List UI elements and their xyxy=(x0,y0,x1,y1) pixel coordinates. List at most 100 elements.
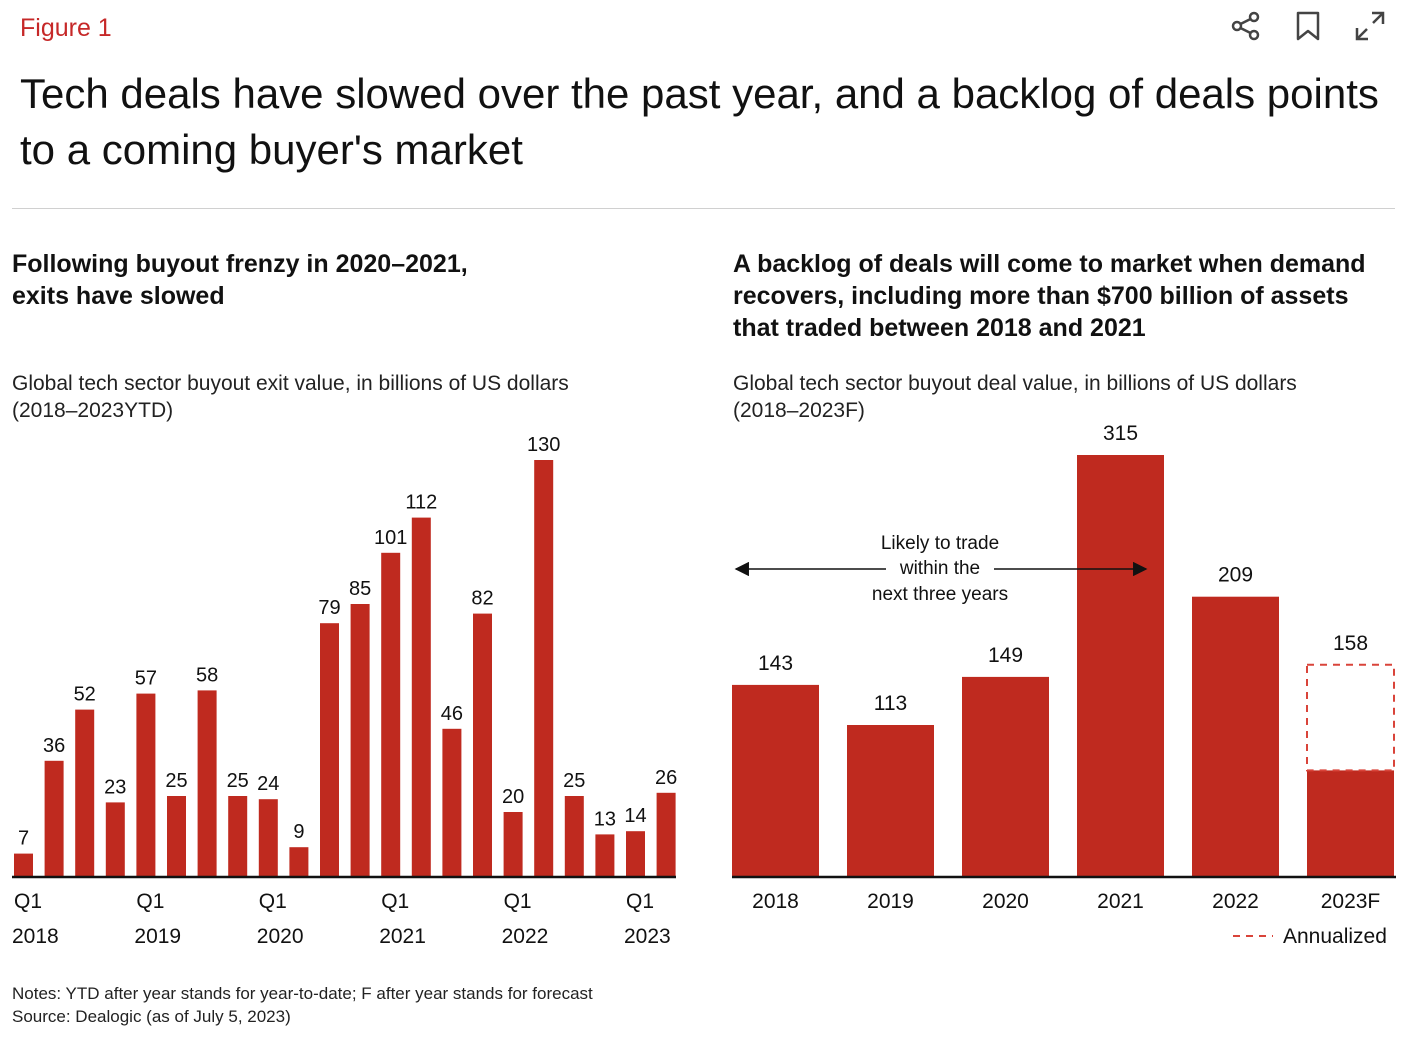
right-chart-subtitle-line2: (2018–2023F) xyxy=(733,399,865,422)
figure-title: Tech deals have slowed over the past yea… xyxy=(20,70,1379,173)
deal-bar-label: 149 xyxy=(988,644,1023,667)
exit-bar-q2-2019 xyxy=(167,796,186,876)
expand-icon xyxy=(1355,11,1385,41)
exit-bar-q2-2018 xyxy=(44,760,64,876)
left-tick-year: 2019 xyxy=(134,925,181,948)
right-chart-title-line3: that traded between 2018 and 2021 xyxy=(733,314,1146,342)
exit-bar-label: 101 xyxy=(374,527,407,549)
exit-bar-q3-2019 xyxy=(197,690,217,876)
divider xyxy=(12,208,1395,209)
share-button[interactable] xyxy=(1228,8,1264,44)
exit-bar-label: 57 xyxy=(135,668,157,690)
left-tick-year: 2021 xyxy=(379,925,426,948)
share-icon xyxy=(1231,11,1260,41)
right-chart-title-line1: A backlog of deals will come to market w… xyxy=(733,250,1366,278)
notes: Notes: YTD after year stands for year-to… xyxy=(12,982,593,1028)
right-tick-label: 2021 xyxy=(1097,890,1144,913)
right-tick-label: 2018 xyxy=(752,890,799,913)
exit-bar-label: 36 xyxy=(43,735,65,757)
right-chart-subtitle-line1: Global tech sector buyout deal value, in… xyxy=(733,372,1297,395)
notes-line: Notes: YTD after year stands for year-to… xyxy=(12,984,593,1003)
exit-bar-q2-2022 xyxy=(534,460,554,876)
exit-bar-q2-2020 xyxy=(289,847,309,876)
exit-bar-label: 23 xyxy=(104,776,126,798)
exit-bar-label: 13 xyxy=(594,808,616,830)
left-chart-subtitle-line1: Global tech sector buyout exit value, in… xyxy=(12,372,569,395)
left-tick-quarter: Q1 xyxy=(14,890,42,913)
right-chart: 143 2018 113 2019 149 2020 315 2021 209 2022 158 20… xyxy=(732,422,1396,948)
exit-bar-q2-2023 xyxy=(656,792,676,876)
exit-bar-q3-2020 xyxy=(320,623,339,876)
left-tick-year: 2018 xyxy=(12,925,59,948)
left-chart-subtitle: Global tech sector buyout exit value, in… xyxy=(12,370,569,424)
deal-bar-2022 xyxy=(1192,596,1279,876)
left-tick-quarter: Q1 xyxy=(136,890,164,913)
exit-bar-q1-2022 xyxy=(503,812,523,876)
exit-bar-q1-2020 xyxy=(258,799,278,876)
right-chart-subtitle: Global tech sector buyout deal value, in… xyxy=(733,370,1297,424)
left-chart-title-line2: exits have slowed xyxy=(12,282,225,310)
deal-bar-2021 xyxy=(1077,455,1164,876)
exit-bar-q1-2023 xyxy=(626,831,645,876)
exit-bar-label: 20 xyxy=(502,786,524,808)
left-chart-subtitle-line2: (2018–2023YTD) xyxy=(12,399,174,422)
left-chart-title: Following buyout frenzy in 2020–2021, ex… xyxy=(12,248,468,312)
exit-bar-q3-2018 xyxy=(75,709,95,876)
legend-label: Annualized xyxy=(1283,925,1387,948)
right-chart-title: A backlog of deals will come to market w… xyxy=(733,248,1366,344)
exit-bar-label: 9 xyxy=(293,821,304,843)
exit-bar-q1-2019 xyxy=(136,693,156,876)
annotation-line2: within the xyxy=(899,558,980,579)
right-tick-label: 2022 xyxy=(1212,890,1259,913)
left-tick-quarter: Q1 xyxy=(381,890,409,913)
exit-bar-q1-2018 xyxy=(14,853,33,876)
deal-bar-2019 xyxy=(847,725,934,876)
expand-button[interactable] xyxy=(1352,8,1388,44)
exit-bar-q4-2019 xyxy=(228,796,248,876)
exit-bar-label: 112 xyxy=(405,492,437,514)
left-tick-year: 2020 xyxy=(257,925,304,948)
exit-bar-label: 25 xyxy=(563,770,585,792)
source-line: Source: Dealogic (as of July 5, 2023) xyxy=(12,1007,291,1026)
exit-bar-q2-2021 xyxy=(411,517,431,876)
exit-bar-label: 26 xyxy=(655,767,677,789)
right-tick-label: 2023F xyxy=(1321,890,1381,913)
deal-bar-2020 xyxy=(962,676,1049,876)
right-tick-label: 2020 xyxy=(982,890,1029,913)
exit-bar-label: 52 xyxy=(74,684,96,706)
exit-bar-q3-2022 xyxy=(564,796,584,876)
deal-bar-label: 209 xyxy=(1218,564,1253,587)
exit-bar-label: 79 xyxy=(318,597,340,619)
deal-bar-2018 xyxy=(732,684,819,876)
deal-bar-2023-annualized xyxy=(1306,663,1395,772)
deal-bar-label: 113 xyxy=(874,692,907,715)
left-tick-quarter: Q1 xyxy=(626,890,654,913)
toolbar xyxy=(1228,8,1388,44)
right-chart-title-line2: recovers, including more than $700 billi… xyxy=(733,282,1349,310)
exit-bar-label: 25 xyxy=(227,770,249,792)
exit-bar-label: 7 xyxy=(18,828,29,850)
exit-bar-q4-2018 xyxy=(105,802,125,876)
figure-label: Figure 1 xyxy=(20,14,112,42)
exit-bar-label: 24 xyxy=(257,773,279,795)
right-tick-label: 2019 xyxy=(867,890,914,913)
bookmark-button[interactable] xyxy=(1290,8,1326,44)
exit-bar-q4-2021 xyxy=(473,613,492,876)
exit-bar-label: 85 xyxy=(349,578,371,600)
deal-bar-label: 143 xyxy=(758,652,793,675)
left-chart: 7 36 52 23 57 25 58 25 24 9 79 85 101 112 46 82 20 130 25 1… xyxy=(12,434,677,948)
left-tick-year: 2022 xyxy=(502,925,549,948)
exit-bar-label: 25 xyxy=(165,770,187,792)
exit-bar-label: 46 xyxy=(441,703,463,725)
exit-bar-q4-2020 xyxy=(350,604,370,876)
exit-bar-label: 14 xyxy=(624,805,646,827)
left-tick-quarter: Q1 xyxy=(504,890,532,913)
bookmark-icon xyxy=(1296,11,1320,41)
deal-bar-label: 315 xyxy=(1103,422,1138,445)
exit-bar-label: 82 xyxy=(471,588,493,610)
exit-bar-label: 58 xyxy=(196,664,218,686)
deal-bar-label: 158 xyxy=(1333,632,1368,655)
exit-bar-q1-2021 xyxy=(381,552,401,876)
exit-bar-q4-2022 xyxy=(595,834,615,876)
left-tick-year: 2023 xyxy=(624,925,671,948)
